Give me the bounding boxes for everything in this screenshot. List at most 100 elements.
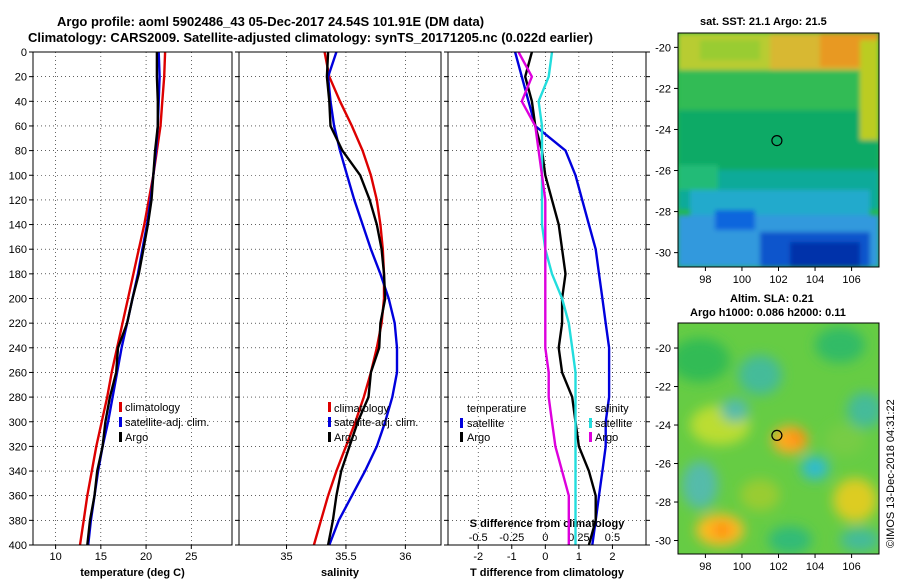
temperature-series-2 (86, 52, 160, 546)
depth-tick-label-20: 400 (9, 540, 27, 552)
difference-legend: temperature satellite Argo salinity sate… (460, 403, 632, 444)
depth-tick-label-1: 20 (15, 72, 27, 84)
sla-map: Altim. SLA: 0.21 Argo h1000: 0.086 h2000… (655, 293, 880, 573)
imos-credit: ©IMOS 13-Dec-2018 04:31:22 (885, 399, 897, 548)
legend-label-climatology-s: climatology (334, 403, 390, 415)
legend-swatch-s-argo (589, 432, 592, 442)
depth-tick-label-4: 80 (15, 146, 27, 158)
depth-tick-label-9: 180 (9, 269, 27, 281)
sla-lat-tick-label-0: -20 (655, 343, 671, 355)
depth-tick-label-5: 100 (9, 170, 27, 182)
salinity-xtick-label-1: 35.5 (335, 551, 356, 563)
salinity-panel: 35 35.5 36 salinity (235, 51, 442, 579)
legend-swatch-satellite-adj-s (328, 417, 331, 427)
sla-lat-tick-label-5: -30 (655, 536, 671, 548)
legend-swatch-s-satellite (589, 418, 592, 428)
sla-lat-tick-label-3: -26 (655, 459, 671, 471)
sla-lon-tick-label-0: 98 (699, 561, 711, 573)
s-diff-tick-label-0: -0.5 (469, 532, 488, 544)
depth-tick-label-18: 360 (9, 491, 27, 503)
sla-field (678, 323, 879, 554)
difference-xtick-label-2: 0 (542, 551, 548, 563)
depth-tick-label-0: 0 (21, 47, 27, 59)
salinity-series-1 (326, 51, 399, 546)
temperature-series-1 (87, 51, 161, 546)
sla-lat-tick-label-1: -22 (655, 382, 671, 394)
depth-tick-label-6: 120 (9, 195, 27, 207)
sst-lat-tick-label-2: -24 (655, 124, 671, 136)
difference-series-2 (537, 51, 577, 545)
legend-label-t-satellite: satellite (467, 418, 504, 430)
legend-label-argo-s: Argo (334, 432, 357, 444)
sst-lat-tick-label-4: -28 (655, 207, 671, 219)
legend-label-s-argo: Argo (595, 432, 618, 444)
depth-tick-label-19: 380 (9, 515, 27, 527)
sst-lon-tick-label-0: 98 (699, 274, 711, 286)
salinity-series-0 (312, 51, 386, 546)
sst-argo-location-marker (771, 135, 783, 147)
salinity-frame (238, 51, 442, 546)
sst-map: sat. SST: 21.1 Argo: 21.5 98 1 (655, 16, 880, 286)
salinity-legend: climatology satellite-adj. clim. Argo (328, 402, 418, 444)
difference-xtick-label-1: -1 (507, 551, 517, 563)
depth-tick-label-10: 200 (9, 294, 27, 306)
s-diff-tick-label-1: -0.25 (499, 532, 524, 544)
depth-tick-label-13: 260 (9, 367, 27, 379)
depth-tick-label-7: 140 (9, 220, 27, 232)
sst-lat-tick-label-0: -20 (655, 42, 671, 54)
sst-field (678, 33, 879, 267)
sst-lon-tick-label-1: 100 (733, 274, 751, 286)
temperature-xtick-label-3: 25 (185, 551, 197, 563)
difference-series-0 (513, 51, 611, 546)
legend-label-satellite-adj: satellite-adj. clim. (125, 417, 209, 429)
sla-lon-tick-label-2: 102 (769, 561, 787, 573)
sla-map-title-2: Argo h1000: 0.086 h2000: 0.11 (690, 307, 846, 319)
title-line-2: Climatology: CARS2009. Satellite-adjuste… (28, 30, 593, 45)
s-diff-tick-label-4: 0.5 (605, 532, 620, 544)
legend-swatch-climatology (119, 402, 122, 412)
legend-label-argo: Argo (125, 432, 148, 444)
sla-lat-tick-label-2: -24 (655, 420, 671, 432)
temperature-legend: climatology satellite-adj. clim. Argo (119, 402, 209, 444)
depth-tick-label-12: 240 (9, 343, 27, 355)
legend-label-satellite-adj-s: satellite-adj. clim. (334, 417, 418, 429)
salinity-axis-label: salinity (321, 567, 360, 579)
salinity-xtick-label-2: 36 (399, 551, 411, 563)
sla-map-title-1: Altim. SLA: 0.21 (730, 293, 814, 305)
sla-lon-tick-label-1: 100 (733, 561, 751, 573)
sst-map-ticks: 98 100 102 104 106 -20 -22 -24 -26 -28 -30 (655, 42, 861, 286)
depth-tick-label-17: 340 (9, 466, 27, 478)
depth-tick-label-8: 160 (9, 244, 27, 256)
legend-label-s-satellite: satellite (595, 418, 632, 430)
salinity-xtick-label-0: 35 (280, 551, 292, 563)
legend-swatch-t-satellite (460, 418, 463, 428)
legend-heading-salinity: salinity (595, 403, 629, 415)
sst-lon-tick-label-4: 106 (842, 274, 860, 286)
salinity-series-2 (325, 51, 387, 546)
s-diff-axis-label: S difference from climatology (470, 518, 626, 530)
legend-swatch-t-argo (460, 432, 463, 442)
difference-series-3 (517, 51, 570, 545)
temperature-panel: 0 20 40 60 80 100 120 140 160 180 200 220 240 260 280 3… (9, 47, 233, 579)
temperature-frame (32, 51, 233, 546)
depth-tick-label-15: 300 (9, 417, 27, 429)
sst-lat-tick-label-1: -22 (655, 83, 671, 95)
sst-lat-tick-label-5: -30 (655, 248, 671, 260)
depth-tick-label-2: 40 (15, 96, 27, 108)
temperature-xtick-label-1: 15 (95, 551, 107, 563)
s-diff-tick-label-3: 0.25 (568, 532, 589, 544)
title-line-1: Argo profile: aoml 5902486_43 05-Dec-201… (57, 14, 484, 29)
sst-map-title: sat. SST: 21.1 Argo: 21.5 (700, 16, 827, 28)
sst-lon-tick-label-3: 104 (806, 274, 824, 286)
legend-swatch-argo-s (328, 432, 331, 442)
s-diff-tick-label-2: 0 (542, 532, 548, 544)
sla-map-ticks: 98 100 102 104 106 -20 -22 -24 -26 -28 -30 (655, 343, 861, 573)
difference-frame (447, 51, 647, 546)
temperature-xtick-label-2: 20 (140, 551, 152, 563)
sla-lon-tick-label-3: 104 (806, 561, 824, 573)
legend-swatch-argo (119, 432, 122, 442)
sla-argo-location-marker (771, 429, 783, 441)
legend-swatch-satellite-adj (119, 417, 122, 427)
depth-tick-label-3: 60 (15, 121, 27, 133)
